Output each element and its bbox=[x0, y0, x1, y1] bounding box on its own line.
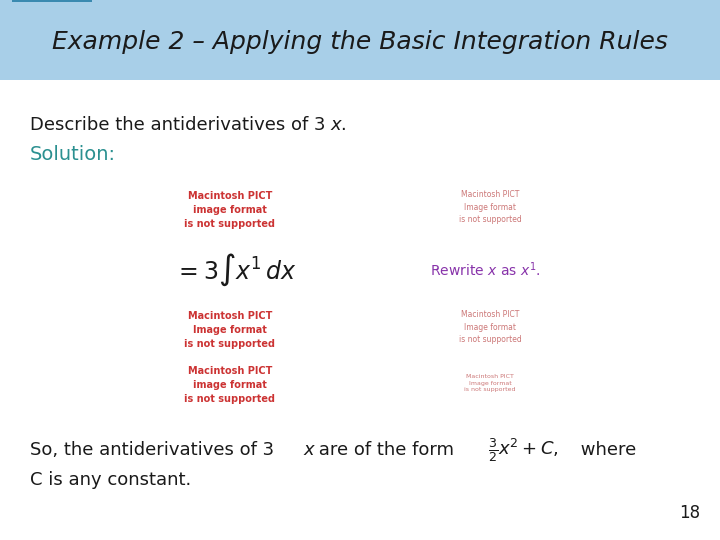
Text: Macintosh PICT
Image format
is not supported: Macintosh PICT Image format is not suppo… bbox=[184, 311, 276, 349]
Text: So, the antiderivatives of 3: So, the antiderivatives of 3 bbox=[30, 441, 274, 459]
Text: x: x bbox=[330, 116, 341, 134]
Text: Solution:: Solution: bbox=[30, 145, 116, 165]
Text: Macintosh PICT
Image format
is not supported: Macintosh PICT Image format is not suppo… bbox=[464, 374, 516, 393]
Text: are of the form: are of the form bbox=[313, 441, 460, 459]
Text: Macintosh PICT
image format
is not supported: Macintosh PICT image format is not suppo… bbox=[184, 191, 276, 229]
Text: Macintosh PICT
Image format
is not supported: Macintosh PICT Image format is not suppo… bbox=[459, 310, 521, 344]
Text: where: where bbox=[575, 441, 636, 459]
FancyBboxPatch shape bbox=[12, 0, 92, 2]
FancyBboxPatch shape bbox=[0, 0, 720, 80]
Text: Macintosh PICT
Image format
is not supported: Macintosh PICT Image format is not suppo… bbox=[459, 190, 521, 224]
Text: C is any constant.: C is any constant. bbox=[30, 471, 192, 489]
Text: $\frac{3}{2}x^2 + C,$: $\frac{3}{2}x^2 + C,$ bbox=[488, 436, 559, 464]
Text: $= 3\int x^1\, dx$: $= 3\int x^1\, dx$ bbox=[174, 252, 297, 288]
Text: Describe the antiderivatives of 3: Describe the antiderivatives of 3 bbox=[30, 116, 325, 134]
Text: .: . bbox=[340, 116, 346, 134]
Text: Macintosh PICT
image format
is not supported: Macintosh PICT image format is not suppo… bbox=[184, 366, 276, 404]
Text: 18: 18 bbox=[679, 504, 700, 522]
Text: Rewrite $x$ as $x^1$.: Rewrite $x$ as $x^1$. bbox=[430, 261, 541, 279]
Text: x: x bbox=[303, 441, 314, 459]
Text: Example 2 – Applying the Basic Integration Rules: Example 2 – Applying the Basic Integrati… bbox=[52, 30, 668, 53]
